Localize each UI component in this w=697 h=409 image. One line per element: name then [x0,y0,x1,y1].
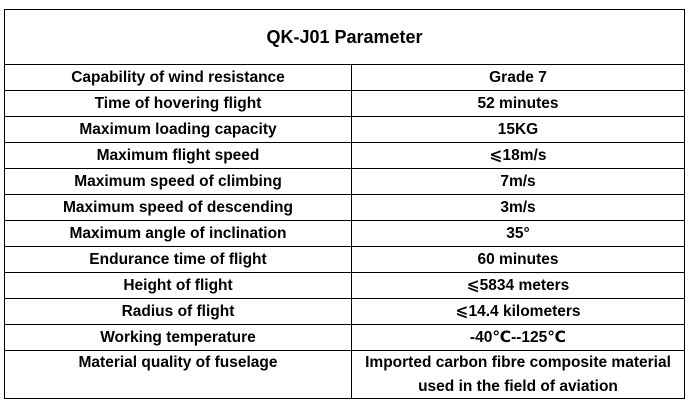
row-label-fuselage-material: Material quality of fuselage [5,350,352,399]
row-label-loading-capacity: Maximum loading capacity [5,116,352,143]
row-label-flight-speed: Maximum flight speed [5,142,352,169]
row-value-endurance-time: 60 minutes [351,246,684,273]
table-row: Endurance time of flight 60 minutes [5,246,684,273]
table-row: Maximum angle of inclination 35° [5,220,684,247]
row-value-fuselage-material: Imported carbon fibre composite material… [365,354,671,395]
table-row: Time of hovering flight 52 minutes [5,90,684,117]
row-label-descending-speed: Maximum speed of descending [5,194,352,221]
table-row: Maximum flight speed ⩽18m/s [5,142,684,169]
row-label-flight-height: Height of flight [5,272,352,299]
row-value-climbing-speed: 7m/s [351,168,684,195]
table-row: Maximum speed of climbing 7m/s [5,168,684,195]
row-value-loading-capacity: 15KG [351,116,684,143]
table-row: Material quality of fuselage Imported ca… [5,350,684,399]
row-value-wind-resistance: Grade 7 [351,65,684,91]
row-value-inclination-angle: 35° [351,220,684,247]
row-value-hovering-time: 52 minutes [351,90,684,117]
row-label-wind-resistance: Capability of wind resistance [5,65,352,91]
row-value-descending-speed: 3m/s [351,194,684,221]
row-label-endurance-time: Endurance time of flight [5,246,352,273]
table-row: Maximum loading capacity 15KG [5,116,684,143]
table-row: Capability of wind resistance Grade 7 [5,65,684,91]
row-value-flight-height: ⩽5834 meters [351,272,684,299]
parameter-table: Capability of wind resistance Grade 7 Ti… [5,65,684,399]
row-label-climbing-speed: Maximum speed of climbing [5,168,352,195]
row-label-working-temperature: Working temperature [5,324,352,351]
table-row: Maximum speed of descending 3m/s [5,194,684,221]
table-row: Radius of flight ⩽14.4 kilometers [5,298,684,325]
table-row: Height of flight ⩽5834 meters [5,272,684,299]
parameter-table-frame: QK-J01 Parameter Capability of wind resi… [4,9,685,399]
row-value-flight-speed: ⩽18m/s [351,142,684,169]
table-title: QK-J01 Parameter [5,10,684,65]
row-value-flight-radius: ⩽14.4 kilometers [351,298,684,325]
row-label-flight-radius: Radius of flight [5,298,352,325]
row-label-inclination-angle: Maximum angle of inclination [5,220,352,247]
table-row: Working temperature -40℃--125℃ [5,324,684,351]
row-value-working-temperature: -40℃--125℃ [351,324,684,351]
row-label-hovering-time: Time of hovering flight [5,90,352,117]
